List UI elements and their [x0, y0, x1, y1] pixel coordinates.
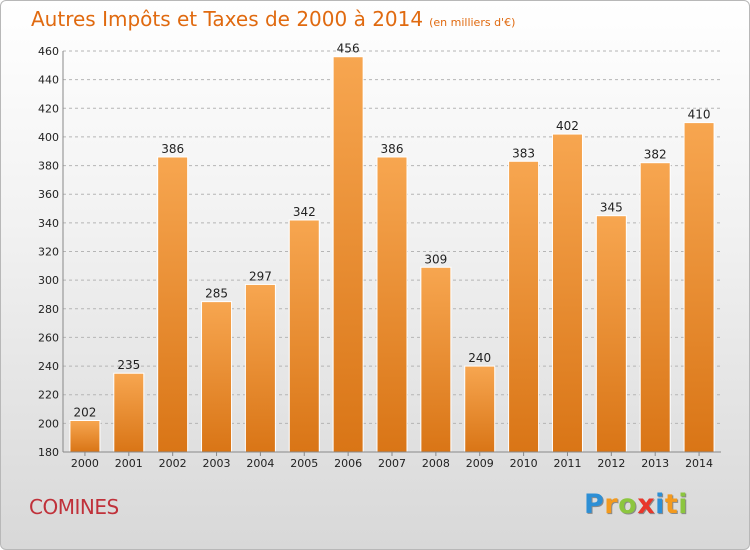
x-tick-label: 2008 — [422, 457, 450, 470]
data-label: 402 — [556, 119, 579, 133]
data-label: 410 — [688, 108, 711, 122]
logo-letter: P — [584, 489, 605, 520]
x-tick-label: 2009 — [466, 457, 494, 470]
data-label: 386 — [381, 142, 404, 156]
x-tick-label: 2010 — [510, 457, 538, 470]
y-tick-label: 260 — [38, 331, 59, 344]
y-tick-label: 420 — [38, 102, 59, 115]
chart-unit: (en milliers d'€) — [429, 16, 516, 29]
bar-2000 — [69, 419, 101, 453]
x-tick-label: 2011 — [553, 457, 581, 470]
x-tick-label: 2004 — [246, 457, 274, 470]
y-tick-label: 380 — [38, 160, 59, 173]
y-tick-label: 440 — [38, 74, 59, 87]
bar-2004 — [244, 283, 276, 453]
data-label: 285 — [205, 287, 228, 301]
data-label: 386 — [161, 142, 184, 156]
bar-2009 — [464, 365, 496, 453]
x-tick-label: 2013 — [641, 457, 669, 470]
data-label: 342 — [293, 205, 316, 219]
data-label: 309 — [424, 252, 447, 266]
y-tick-label: 280 — [38, 303, 59, 316]
x-tick-label: 2012 — [597, 457, 625, 470]
data-label: 345 — [600, 201, 623, 215]
axes: 180 200 220 240 260 280 300 320 340 360 380 400 420 4… — [38, 45, 721, 470]
x-tick-label: 2005 — [290, 457, 318, 470]
bar-2013 — [639, 162, 671, 453]
bar-2010 — [508, 160, 540, 453]
x-tick-label: 2006 — [334, 457, 362, 470]
y-tick-label: 300 — [38, 274, 59, 287]
bar-2001 — [113, 372, 145, 453]
y-tick-label: 180 — [38, 446, 59, 459]
logo-letter: t — [664, 489, 679, 520]
city-name: COMINES — [29, 495, 119, 519]
data-label: 456 — [337, 42, 360, 56]
bars — [69, 56, 715, 453]
bar-2005 — [288, 219, 320, 453]
y-tick-label: 460 — [38, 45, 59, 58]
y-tick-label: 200 — [38, 417, 59, 430]
x-tick-label: 2014 — [685, 457, 713, 470]
x-tick-label: 2003 — [203, 457, 231, 470]
proxiti-logo: Proxiti — [584, 489, 688, 520]
data-label: 383 — [512, 146, 535, 160]
data-label: 297 — [249, 269, 272, 283]
y-tick-label: 220 — [38, 389, 59, 402]
logo-letter: i — [678, 489, 689, 520]
bar-2012 — [595, 215, 627, 453]
bar-2003 — [201, 301, 233, 453]
logo-letter: x — [637, 489, 656, 520]
logo-letter: r — [604, 489, 619, 520]
logo-letter: o — [618, 489, 638, 520]
data-label: 240 — [468, 351, 491, 365]
x-tick-label: 2007 — [378, 457, 406, 470]
data-label: 382 — [644, 148, 667, 162]
title-block: Autres Impôts et Taxes de 2000 à 2014 (en… — [31, 7, 515, 31]
x-tick-label: 2000 — [71, 457, 99, 470]
bar-2002 — [157, 156, 189, 453]
y-tick-label: 240 — [38, 360, 59, 373]
data-labels: 202 235 386 285 297 342 456 386 309 240 383 402 345 3… — [73, 42, 710, 420]
y-tick-label: 400 — [38, 131, 59, 144]
data-label: 202 — [73, 405, 96, 419]
bar-2011 — [551, 133, 583, 453]
bar-2014 — [683, 122, 715, 453]
data-label: 235 — [117, 358, 140, 372]
bar-2008 — [420, 266, 452, 453]
x-tick-label: 2002 — [159, 457, 187, 470]
x-tick-label: 2001 — [115, 457, 143, 470]
bar-2007 — [376, 156, 408, 453]
y-tick-label: 340 — [38, 217, 59, 230]
y-tick-label: 360 — [38, 188, 59, 201]
y-tick-label: 320 — [38, 246, 59, 259]
bar-2006 — [332, 56, 364, 453]
chart-title: Autres Impôts et Taxes de 2000 à 2014 — [31, 7, 424, 31]
logo-letter: i — [655, 489, 665, 520]
